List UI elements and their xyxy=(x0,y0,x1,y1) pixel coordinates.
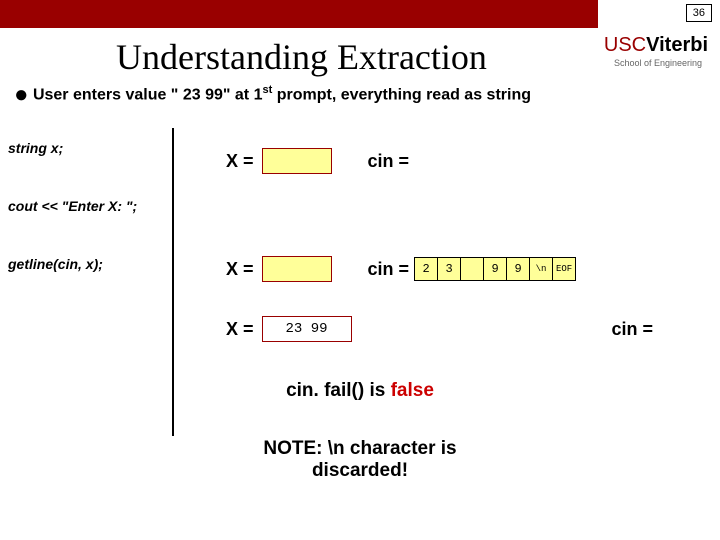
cin-label-2: cin = xyxy=(368,259,410,280)
cin-label-3: cin = xyxy=(612,319,654,340)
footer-note-line2: discarded! xyxy=(312,460,408,481)
x-box-empty-1 xyxy=(262,148,332,174)
code-line-1: string x; xyxy=(8,140,168,156)
footer-fail: cin. fail() is false xyxy=(0,380,720,402)
subtitle: ● User enters value " 23 99" at 1st prom… xyxy=(14,84,531,104)
subtitle-sup: st xyxy=(262,84,272,96)
footer-fail-value: false xyxy=(391,380,434,401)
logo-usc: USC xyxy=(604,34,646,56)
x-label-2: X = xyxy=(226,259,254,280)
buffer-cell: 2 xyxy=(414,257,438,281)
buffer-cell: 9 xyxy=(483,257,507,281)
buffer-cell xyxy=(460,257,484,281)
footer-note: NOTE: \n character is discarded! xyxy=(0,438,720,482)
row-1: X = cin = xyxy=(226,148,409,174)
footer-note-line1: NOTE: \n character is xyxy=(263,438,456,459)
logo: USCViterbi xyxy=(604,34,708,57)
row-3: X = 23 99 cin = xyxy=(226,316,653,342)
x-label: X = xyxy=(226,151,254,172)
x-box-empty-2 xyxy=(262,256,332,282)
row-2: X = cin = 2 3 9 9 \n EOF xyxy=(226,256,576,282)
buffer-row: 2 3 9 9 \n EOF xyxy=(415,257,576,281)
subtitle-post: prompt, everything read as string xyxy=(272,86,531,103)
code-column: string x; cout << "Enter X: "; getline(c… xyxy=(8,140,168,314)
buffer-cell: 3 xyxy=(437,257,461,281)
x-box-value: 23 99 xyxy=(262,316,352,342)
header-bar xyxy=(0,0,598,28)
x-label-3: X = xyxy=(226,319,254,340)
buffer-cell: 9 xyxy=(506,257,530,281)
logo-viterbi: Viterbi xyxy=(646,34,708,56)
subtitle-pre: User enters value " 23 99" at 1 xyxy=(33,86,263,103)
code-line-3: getline(cin, x); xyxy=(8,256,168,272)
code-line-2: cout << "Enter X: "; xyxy=(8,198,168,214)
logo-subtitle: School of Engineering xyxy=(614,58,702,68)
buffer-cell: \n xyxy=(529,257,553,281)
buffer-cell: EOF xyxy=(552,257,576,281)
footer-fail-text: cin. fail() is xyxy=(286,380,391,401)
page-number: 36 xyxy=(686,4,712,22)
slide-title: Understanding Extraction xyxy=(116,36,487,78)
cin-label-1: cin = xyxy=(368,151,410,172)
